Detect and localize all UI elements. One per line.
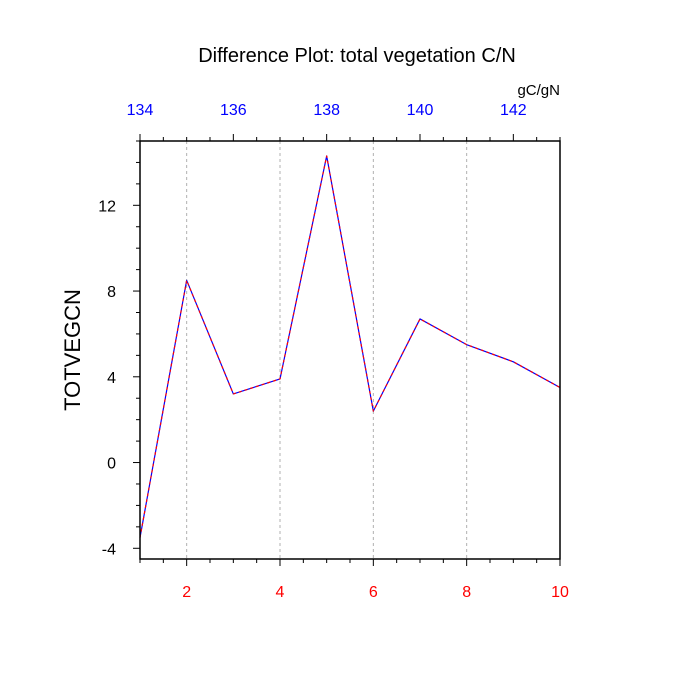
top-tick-label: 140 xyxy=(407,102,434,119)
x-tick-label: 4 xyxy=(276,584,285,601)
y-tick-label: 12 xyxy=(98,198,116,215)
grid-layer xyxy=(186,141,468,559)
x-tick-label: 8 xyxy=(462,584,471,601)
series-line-0 xyxy=(139,155,561,538)
y-tick-label: 4 xyxy=(107,370,116,387)
top-tick-label: 134 xyxy=(127,102,154,119)
top-tick-label: 142 xyxy=(500,102,527,119)
axes-layer xyxy=(139,140,561,560)
plot-frame xyxy=(139,140,561,560)
ticks-layer: 2 4 6 8 10 134 136 138 140 142 -4 0 4 8 12 xyxy=(98,102,569,601)
top-tick-label: 136 xyxy=(220,102,247,119)
y-tick-label: -4 xyxy=(102,541,116,558)
series-line-overlay-0 xyxy=(139,155,561,538)
chart-title: Difference Plot: total vegetation C/N xyxy=(198,45,516,67)
top-tick-label: 138 xyxy=(313,102,340,119)
x-tick-label: 10 xyxy=(551,584,569,601)
y-axis-label: TOTVEGCN xyxy=(60,289,85,411)
y-tick-label: 8 xyxy=(107,284,116,301)
series-layer xyxy=(139,155,561,538)
top-axis-unit-label: gC/gN xyxy=(517,82,560,99)
x-tick-label: 6 xyxy=(369,584,378,601)
y-tick-label: 0 xyxy=(107,456,116,473)
x-tick-label: 2 xyxy=(182,584,191,601)
